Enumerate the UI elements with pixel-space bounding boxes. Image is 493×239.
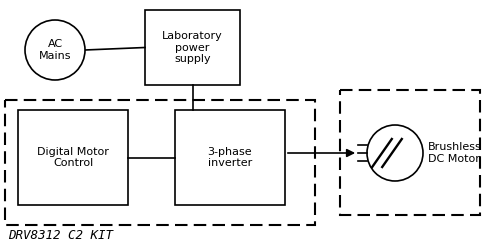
Text: DRV8312_C2_KIT: DRV8312_C2_KIT: [8, 228, 113, 239]
Text: Digital Motor
Control: Digital Motor Control: [37, 147, 109, 168]
Bar: [340, 90, 480, 215]
Bar: [145, 10, 240, 85]
Text: AC
Mains: AC Mains: [39, 39, 71, 61]
Circle shape: [367, 125, 423, 181]
Text: Laboratory
power
supply: Laboratory power supply: [162, 31, 223, 64]
Bar: [175, 110, 285, 205]
Text: 3-phase
inverter: 3-phase inverter: [208, 147, 252, 168]
Circle shape: [25, 20, 85, 80]
Text: Brushless
DC Motor: Brushless DC Motor: [428, 142, 482, 164]
Bar: [5, 100, 315, 225]
Bar: [18, 110, 128, 205]
